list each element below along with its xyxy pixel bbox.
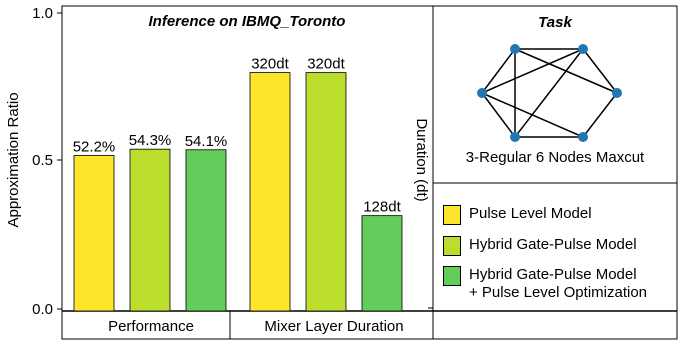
data-label-performance-pulse-level: 52.2%: [73, 138, 116, 155]
bar-duration-hybrid: [305, 72, 347, 312]
legend-swatch: [443, 266, 461, 286]
legend-label: Pulse Level Model: [469, 205, 592, 222]
y-tick-label-2: 0.5: [32, 152, 53, 169]
maxcut-graph: [481, 48, 618, 138]
graph-edge: [514, 48, 584, 138]
bar-performance-hybrid-optimized: [185, 149, 227, 312]
graph-node: [510, 44, 520, 54]
graph-edge: [582, 48, 618, 94]
x-group-label-2: Mixer Layer Duration: [264, 318, 403, 335]
graph-node: [578, 132, 588, 142]
legend-item-pulse-level: Pulse Level Model: [443, 205, 592, 225]
graph-node: [578, 44, 588, 54]
legend-label: Hybrid Gate-Pulse Model: [469, 236, 637, 253]
y-axis-label-right: Duration (dt): [413, 118, 430, 201]
graph-edge: [481, 48, 584, 94]
data-label-duration-pulse-level: 320dt: [251, 56, 289, 73]
graph-edge: [481, 92, 516, 138]
graph-nodes: [477, 44, 622, 142]
graph-node: [510, 132, 520, 142]
bar-duration-hybrid-optimized: [361, 215, 403, 312]
data-label-performance-hybrid: 54.3%: [129, 132, 172, 149]
chart-title: Inference on IBMQ_Toronto: [149, 13, 346, 30]
task-caption: 3-Regular 6 Nodes Maxcut: [465, 149, 645, 166]
legend-swatch: [443, 236, 461, 256]
y-tick-label-3: 0.0: [32, 301, 53, 318]
figure-frame: [61, 5, 678, 340]
bar-performance-hybrid: [129, 148, 171, 312]
data-label-duration-hybrid: 320dt: [307, 56, 345, 73]
graph-node: [612, 88, 622, 98]
bar-performance-pulse-level: [73, 155, 115, 312]
graph-edge: [481, 48, 516, 94]
legend-item-hybrid: Hybrid Gate-Pulse Model: [443, 236, 637, 256]
legend-swatch: [443, 205, 461, 225]
y-tick-label-1: 1.0: [32, 5, 53, 22]
bar-duration-pulse-level: [249, 72, 291, 312]
task-title: Task: [538, 14, 572, 31]
legend-item-hybrid-optimized: Hybrid Gate-Pulse Model + Pulse Level Op…: [443, 266, 647, 302]
y-axis-label-left: Approximation Ratio: [5, 92, 22, 227]
x-group-label-1: Performance: [108, 318, 194, 335]
data-label-performance-hybrid-optimized: 54.1%: [185, 133, 228, 150]
graph-edge: [481, 92, 584, 138]
legend-label: Hybrid Gate-Pulse Model + Pulse Level Op…: [469, 266, 648, 301]
data-label-duration-hybrid-optimized: 128dt: [363, 199, 401, 216]
graph-node: [477, 88, 487, 98]
graph-edge: [582, 92, 618, 138]
